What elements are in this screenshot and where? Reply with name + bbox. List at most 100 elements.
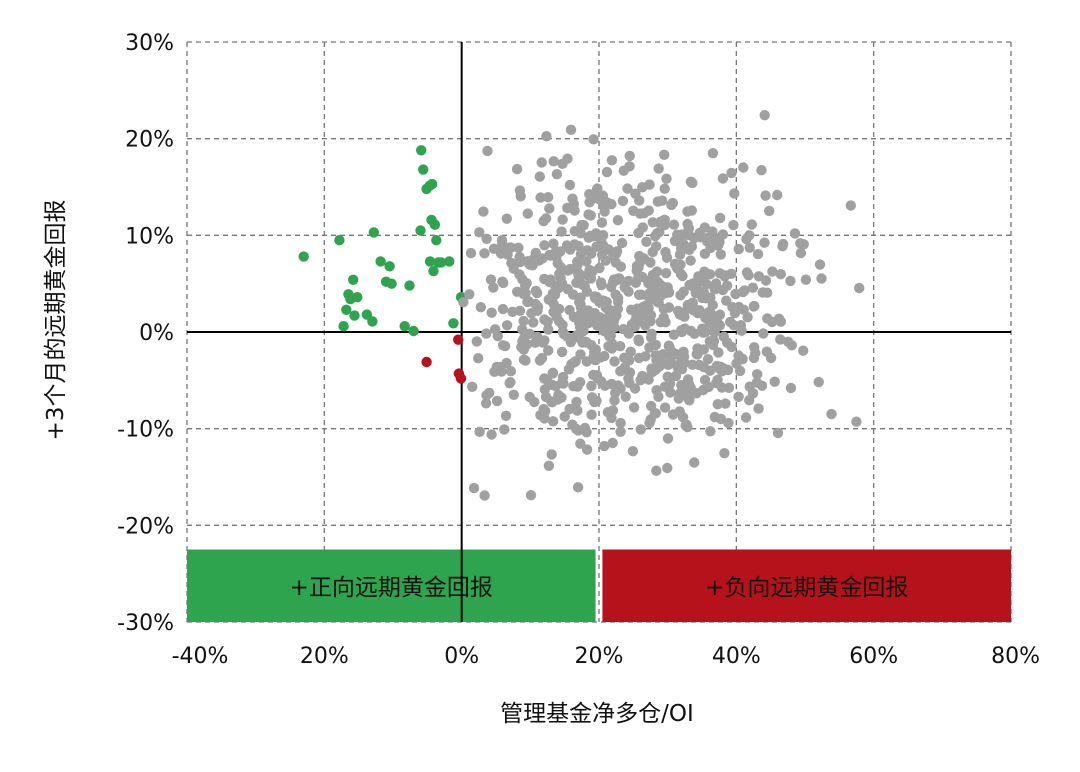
data-point-s2-149 — [714, 212, 726, 224]
data-point-s2-517 — [508, 263, 519, 274]
data-point-s2-700 — [624, 161, 635, 172]
bands: +正向远期黄金回报 +负向远期黄金回报 — [187, 549, 1011, 622]
data-point-s2-40 — [607, 437, 618, 449]
data-point-s2-6 — [627, 446, 639, 457]
data-point-s2-214 — [712, 399, 723, 410]
data-point-s2-375 — [662, 462, 673, 474]
data-point-s2-48 — [543, 460, 555, 471]
data-point-s2-722 — [617, 195, 629, 207]
data-point-s2-339 — [764, 205, 775, 217]
data-point-s2-643 — [653, 297, 664, 308]
data-point-s2-592 — [524, 259, 535, 270]
data-point-s2-531 — [501, 320, 513, 331]
data-point-s2-778 — [697, 292, 708, 304]
data-point-s2-772 — [624, 150, 635, 162]
data-point-s2-770 — [609, 395, 620, 406]
data-point-s2-450 — [564, 179, 576, 191]
data-point-s2-427 — [723, 417, 734, 429]
data-point-s2-701 — [591, 241, 602, 252]
data-point-s2-709 — [603, 311, 614, 323]
data-point-s2-502 — [669, 235, 681, 247]
data-point-s2-267 — [531, 287, 543, 299]
data-point-s2-445 — [689, 457, 700, 468]
data-point-s2-779 — [645, 279, 657, 290]
data-point-s2-474 — [615, 341, 626, 352]
band-1 — [602, 549, 1011, 622]
data-point-s2-724 — [562, 153, 573, 164]
data-point-s2-549 — [479, 490, 490, 501]
data-point-s2-735 — [616, 237, 628, 249]
data-point-s2-540 — [680, 420, 691, 431]
data-point-s2-657 — [518, 344, 529, 355]
data-point-s2-103 — [651, 241, 662, 252]
data-point-s2-494 — [650, 339, 662, 351]
data-point-s2-638 — [685, 382, 696, 393]
data-point-s2-329 — [610, 248, 622, 260]
data-point-s2-606 — [594, 262, 605, 274]
data-point-s2-275 — [704, 336, 715, 347]
data-point-s2-758 — [544, 249, 555, 261]
data-point-s2-537 — [496, 243, 507, 254]
data-point-s2-616 — [491, 395, 503, 407]
data-point-s2-54 — [628, 402, 640, 413]
data-point-s2-16 — [715, 249, 726, 260]
data-point-s2-442 — [747, 282, 759, 293]
data-point-s2-604 — [726, 268, 737, 279]
data-point-s2-675 — [499, 340, 511, 352]
data-point-s2-789 — [520, 355, 531, 366]
data-point-s2-786 — [619, 277, 631, 289]
data-point-s2-44 — [478, 206, 489, 217]
data-point-s2-178 — [659, 402, 671, 413]
data-point-s2-133 — [486, 307, 497, 318]
data-point-s2-769 — [637, 182, 648, 193]
y-tick-label: -20% — [117, 514, 174, 539]
data-point-s2-451 — [653, 163, 664, 174]
data-point-s2-587 — [765, 352, 777, 364]
data-point-s2-705 — [665, 352, 677, 363]
data-point-s2-435 — [575, 292, 586, 303]
data-point-s2-336 — [759, 110, 770, 121]
tick-labels: 30% 20% 10% 0% -10% -20% -30% -40% 20% 0% 20% 40% 60… — [117, 31, 1040, 669]
data-point-s2-476 — [615, 426, 626, 437]
data-point-s2-163 — [522, 208, 533, 219]
data-point-s2-710 — [675, 290, 686, 301]
data-point-s2-84 — [785, 382, 797, 394]
data-point-s2-75 — [501, 213, 512, 224]
data-point-s2-90 — [596, 217, 608, 228]
data-point-s2-736 — [677, 359, 688, 371]
data-point-s2-774 — [762, 313, 773, 324]
data-point-s2-128 — [609, 356, 620, 367]
data-point-s2-780 — [700, 312, 711, 324]
data-point-s2-409 — [709, 411, 720, 423]
data-point-s2-322 — [484, 387, 495, 399]
data-point-s2-26 — [752, 248, 764, 260]
data-point-s2-761 — [727, 301, 738, 313]
data-point-s2-753 — [604, 331, 615, 342]
data-point-s2-763 — [624, 367, 636, 378]
data-point-s2-590 — [775, 334, 786, 345]
data-point-s2-685 — [522, 296, 533, 308]
data-point-s2-472 — [581, 337, 592, 348]
data-point-s2-557 — [665, 387, 676, 398]
data-point-s2-406 — [798, 345, 809, 356]
data-point-s2-750 — [474, 227, 485, 238]
data-point-s2-110 — [471, 336, 482, 347]
data-point-s2-760 — [699, 222, 710, 233]
data-point-s2-755 — [651, 266, 663, 277]
data-point-s2-666 — [481, 233, 492, 244]
data-point-s2-664 — [638, 208, 650, 219]
data-point-s2-184 — [480, 398, 492, 409]
data-point-s0-12 — [375, 256, 386, 267]
data-point-s2-509 — [546, 449, 557, 460]
data-point-s2-704 — [543, 345, 554, 356]
data-point-s2-595 — [599, 206, 610, 217]
data-point-s2-513 — [554, 268, 565, 280]
data-point-s2-501 — [782, 336, 794, 347]
data-point-s2-746 — [845, 200, 856, 211]
data-point-s2-420 — [744, 242, 755, 253]
data-point-s2-782 — [726, 167, 737, 179]
data-point-s2-645 — [557, 375, 568, 387]
data-point-s2-783 — [513, 242, 524, 253]
data-point-s2-562 — [731, 358, 742, 369]
data-point-s2-126 — [641, 236, 652, 247]
